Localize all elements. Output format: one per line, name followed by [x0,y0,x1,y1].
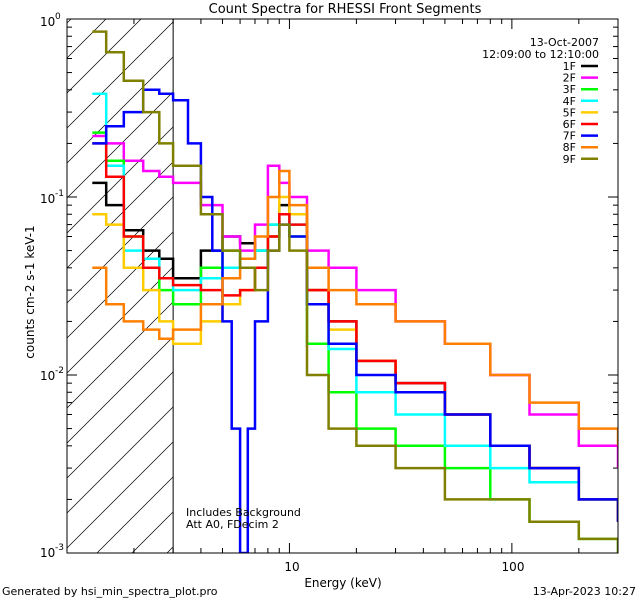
plot-frame [66,18,619,554]
series-4F-line [92,92,618,522]
hatch-line [67,371,174,479]
y-tick-label-1e-2: 10 [40,369,55,383]
footer-timestamp: 13-Apr-2023 10:27 [533,585,636,598]
hatch-line [67,21,174,129]
legend-label-3F: 3F [563,83,576,96]
hatch-line [67,56,174,164]
legend-label-5F: 5F [563,106,576,119]
hatch-line [67,231,174,339]
hatch-line [67,441,174,549]
legend-label-6F: 6F [563,118,576,131]
y-tick-label-1e-1: 10 [40,192,55,206]
hatch-line [67,161,174,269]
y-tick-label-1e-3: 10 [40,546,55,560]
series-7F-line [92,88,618,553]
y-tick-exp-1e-2: -2 [55,366,64,376]
y-tick-exp-1e-3: -3 [55,543,64,553]
y-tick-exp-1e0: 0 [55,12,61,22]
chart-title: Count Spectra for RHESSI Front Segments [209,2,482,17]
legend-label-7F: 7F [563,130,576,143]
legend-time-range: 12:09:00 to 12:10:00 [482,48,599,61]
hatch-line [67,196,174,304]
series-6F-line [92,142,618,522]
footer-generated: Generated by hsi_min_spectra_plot.pro [2,585,218,598]
x-tick-label-100: 100 [502,560,525,574]
axis-ticks [66,18,619,554]
hatch-line [67,336,174,444]
y-axis-label: counts cm-2 s-1 keV-1 [23,225,37,358]
hatch-line [67,406,174,514]
annotation-background: Includes Background [186,506,301,519]
legend-label-8F: 8F [563,141,576,154]
hatch-line [67,91,174,199]
legend-date: 13-Oct-2007 [530,36,599,49]
hatch-line [0,0,102,553]
x-tick-label-10: 10 [284,560,299,574]
x-axis-label: Energy (keV) [304,576,381,590]
hatched-region [0,0,174,553]
legend-label-9F: 9F [563,153,576,166]
series-layer [92,30,618,553]
hatch-line [96,476,174,553]
series-8F-line [92,169,618,446]
series-9F-line [92,30,618,553]
legend-label-4F: 4F [563,95,576,108]
y-tick-exp-1e-1: -1 [55,189,64,199]
hatch-line [67,19,107,59]
hatch-line [67,266,174,374]
hatch-line [67,19,72,24]
annotation-attenuator: Att A0, FDecim 2 [186,518,279,531]
legend-label-2F: 2F [563,72,576,85]
legend-label-1F: 1F [563,60,576,73]
y-tick-label-1e0: 10 [40,15,55,29]
